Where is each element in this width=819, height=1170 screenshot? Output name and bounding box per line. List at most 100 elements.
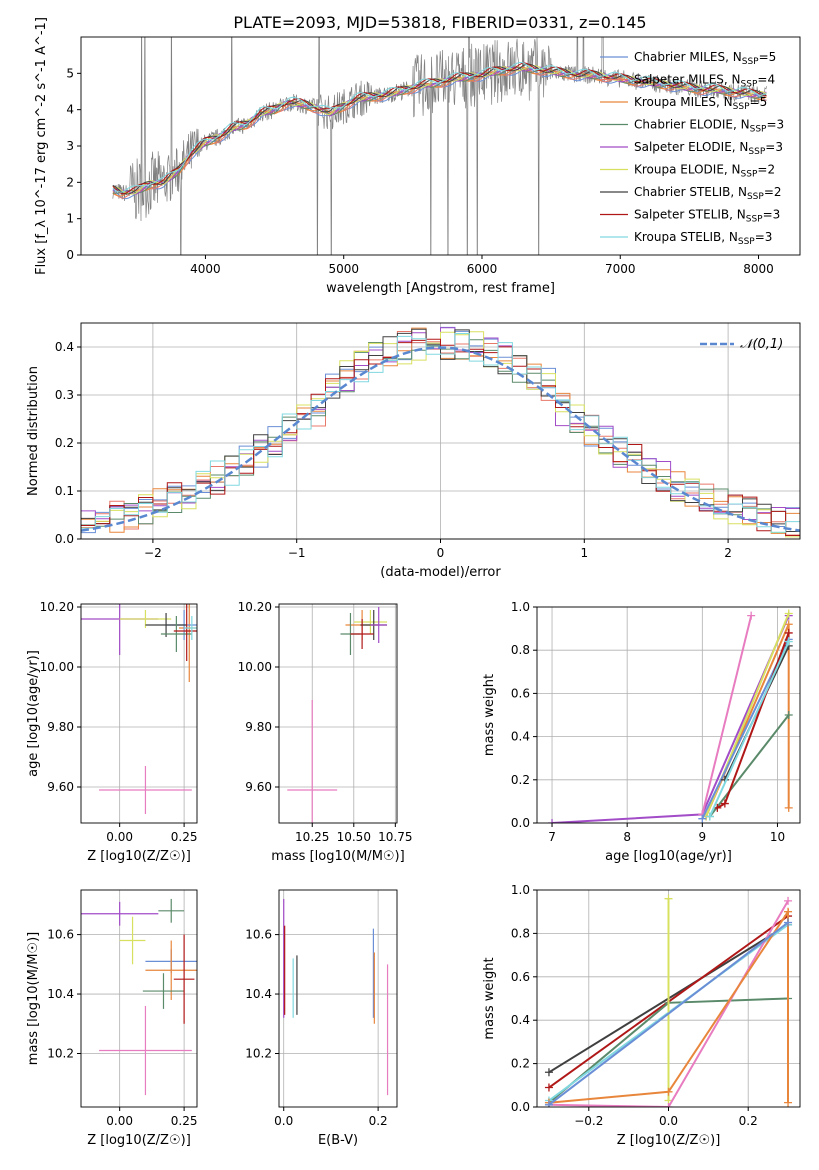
chart-spectrum: 4000 5000 6000 7000 8000 0 1 2 3 4 5 wavelength [An…: [34, 17, 801, 296]
y-tick-label: 5: [66, 66, 74, 80]
y-tick-label: 0.2: [511, 773, 530, 787]
legend-label: Kroupa STELIB, NSSP=3: [634, 230, 772, 247]
legend-label: Kroupa ELODIE, NSSP=2: [634, 163, 775, 180]
axes-frame: [536, 606, 801, 824]
x-tick-label: 2: [724, 546, 732, 560]
series-marker: [664, 894, 673, 903]
plot-area: [81, 604, 197, 823]
plot-content: [287, 607, 388, 823]
histogram-step: [81, 331, 800, 538]
x-axis-label: E(B-V): [318, 1133, 358, 1148]
legend-label: Chabrier MILES, NSSP=5: [634, 50, 776, 67]
x-tick-label: 10.75: [378, 830, 412, 844]
plot-area: [537, 607, 800, 823]
series-line: [548, 900, 789, 1107]
chart-mass_vs_ebv: 0.0 0.2 10.2 10.4 10.6 E(B-V): [245, 889, 398, 1148]
x-tick-label: 10.25: [295, 830, 329, 844]
y-tick-label: 0.2: [55, 436, 74, 450]
y-tick-label: 0.1: [55, 484, 74, 498]
plot-content: [548, 609, 793, 823]
x-tick-label: 7000: [605, 262, 636, 276]
legend-label: Chabrier ELODIE, NSSP=3: [634, 118, 784, 135]
series-marker: [784, 620, 793, 629]
y-tick-label: 0.3: [55, 388, 74, 402]
series-marker: [784, 1098, 793, 1107]
x-tick-label: 5000: [328, 262, 359, 276]
series-marker: [544, 1083, 553, 1092]
legend-label: Salpeter STELIB, NSSP=3: [634, 208, 780, 225]
x-tick-label: 0.25: [171, 830, 198, 844]
y-tick-label: 0.8: [511, 926, 530, 940]
chart-residuals: −2 −1 0 1 2 0.0 0.1 0.2 0.3 0.4 (data-model)/error…: [26, 322, 801, 580]
axes-frame: [80, 603, 198, 824]
y-axis-label: Normed distribution: [26, 366, 41, 496]
y-tick-label: 9.80: [245, 720, 272, 734]
x-axis-label: (data-model)/error: [380, 565, 501, 580]
axes-frame: [278, 889, 398, 1108]
y-axis-label: age [log10(age/yr)]: [26, 650, 41, 777]
x-tick-label: 10.50: [337, 830, 371, 844]
y-tick-label: 0.6: [511, 686, 530, 700]
y-tick-label: 4: [66, 103, 74, 117]
x-tick-label: 10: [770, 830, 785, 844]
y-tick-label: 1.0: [511, 883, 530, 897]
series-marker: [544, 1100, 553, 1107]
y-tick-label: 0.4: [55, 340, 74, 354]
x-axis-label: Z [log10(Z/Z☉)]: [87, 1133, 191, 1148]
x-tick-label: 1: [580, 546, 588, 560]
axes-frame: [278, 603, 398, 824]
series-marker: [784, 907, 793, 916]
legend-label: Salpeter MILES, NSSP=4: [634, 73, 775, 90]
y-tick-label: 9.60: [245, 780, 272, 794]
series-marker: [747, 611, 756, 620]
x-tick-label: 6000: [467, 262, 498, 276]
y-tick-label: 3: [66, 139, 74, 153]
x-tick-label: 7: [548, 830, 556, 844]
y-tick-label: 2: [66, 175, 74, 189]
plot-content: [544, 894, 793, 1107]
y-axis-label: mass weight: [482, 957, 497, 1039]
y-tick-label: 0.8: [511, 643, 530, 657]
chart-mass_weight_vs_age: 7 8 9 10 0.0 0.2 0.4 0.6 0.8 1.0 age [log10(age/yr…: [482, 600, 801, 864]
spectrum-legend: Chabrier MILES, NSSP=5 Salpeter MILES, NS…: [600, 50, 784, 247]
x-axis-label: wavelength [Angstrom, rest frame]: [326, 281, 555, 296]
series-marker: [784, 803, 793, 812]
y-tick-label: 0.4: [511, 1013, 530, 1027]
normal-curve: [81, 346, 800, 532]
y-tick-label: 10.2: [47, 1046, 74, 1060]
y-tick-label: 10.00: [238, 660, 272, 674]
x-tick-label: −1: [288, 546, 306, 560]
y-tick-label: 10.4: [245, 987, 272, 1001]
chart-age_vs_mass: 10.25 10.50 10.75 9.60 9.80 10.00 10.20 mass [l…: [238, 600, 413, 864]
plot-content: [112, 37, 767, 255]
plot-content: [81, 326, 800, 538]
y-tick-label: 0: [66, 248, 74, 262]
plot-area: [279, 890, 397, 1107]
x-tick-label: 0.2: [739, 1114, 758, 1128]
series-marker: [664, 1087, 673, 1096]
y-tick-label: 1: [66, 212, 74, 226]
series-line: [548, 908, 789, 1104]
series-marker: [784, 609, 793, 618]
series-line: [708, 641, 790, 817]
y-tick-label: 0.4: [511, 730, 530, 744]
legend-label: 𝒩(0,1): [740, 337, 783, 352]
chart-mass_vs_Z: 0.00 0.25 10.2 10.4 10.6 Z [log10(Z/Z☉)] mass …: [26, 889, 197, 1148]
y-tick-label: 10.2: [245, 1046, 272, 1060]
series-marker: [705, 812, 714, 821]
series-marker: [720, 799, 729, 808]
x-tick-label: 0.00: [106, 830, 133, 844]
x-axis-label: Z [log10(Z/Z☉)]: [87, 849, 191, 864]
spectrum-model-line: [112, 62, 767, 193]
y-tick-label: 10.20: [238, 600, 272, 614]
x-tick-label: −2: [144, 546, 162, 560]
plot-area: [81, 890, 197, 1107]
chart-age_vs_Z: 0.00 0.25 9.60 9.80 10.00 10.20 Z [log10(Z/Z☉)…: [26, 600, 198, 864]
plot-content: [81, 898, 197, 1096]
y-tick-label: 10.20: [40, 600, 74, 614]
x-tick-label: 0.0: [274, 1114, 293, 1128]
series-line: [701, 615, 753, 815]
spectrum-model-line: [112, 68, 767, 200]
y-tick-label: 10.00: [40, 660, 74, 674]
